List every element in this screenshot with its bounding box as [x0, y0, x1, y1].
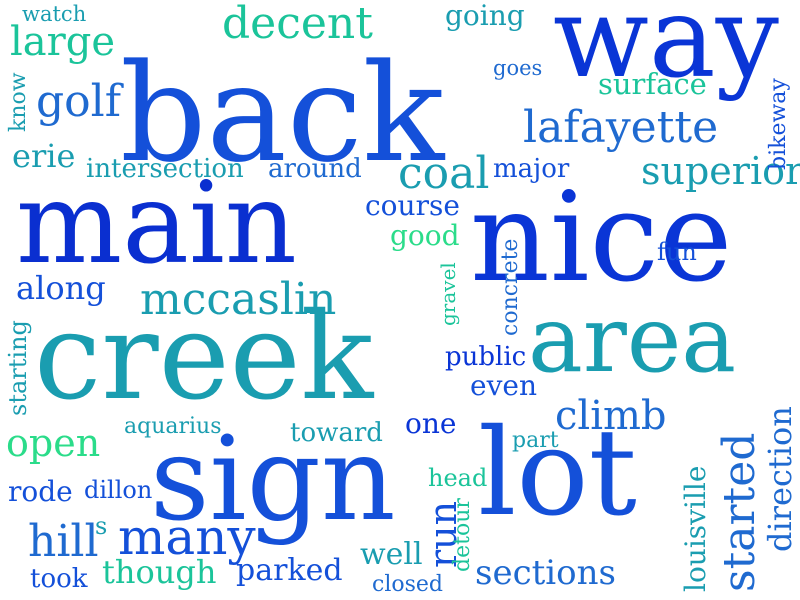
word-many: many — [118, 508, 256, 566]
word-good: good — [390, 219, 460, 252]
word-lafayette: lafayette — [523, 102, 719, 153]
word-toward: toward — [290, 418, 383, 448]
word-louisville: louisville — [679, 465, 712, 592]
word-along: along — [16, 269, 106, 307]
word-direction: direction — [761, 406, 799, 552]
word-surface: surface — [598, 67, 707, 101]
word-going: going — [445, 0, 525, 32]
word-gravel: gravel — [436, 262, 460, 326]
word-closed: closed — [372, 572, 443, 597]
word-parked: parked — [236, 553, 343, 588]
word-mccaslin: mccaslin — [140, 274, 337, 325]
word-took: took — [30, 564, 88, 594]
word-sections: sections — [475, 553, 616, 593]
word-well: well — [360, 537, 423, 572]
word-climb: climb — [555, 393, 667, 439]
word-decent: decent — [222, 0, 373, 49]
word-started: started — [714, 432, 765, 592]
word-concrete: concrete — [498, 238, 523, 336]
word-though: though — [102, 553, 217, 591]
word-bikeway: bikeway — [766, 78, 791, 170]
word-sign: sign — [150, 412, 396, 547]
word-lot: lot — [478, 404, 637, 543]
word-dillon: dillon — [84, 476, 153, 504]
word-golf: golf — [36, 76, 122, 127]
word-watch: watch — [22, 2, 87, 26]
word-detour: detour — [450, 498, 475, 572]
word-erie: erie — [12, 137, 76, 175]
word-superior: superior — [641, 149, 800, 193]
word-way: way — [553, 0, 779, 103]
word-large: large — [10, 19, 116, 65]
word-even: even — [470, 369, 537, 402]
word-area: area — [528, 286, 737, 393]
word-s: s — [95, 512, 108, 540]
word-one: one — [405, 407, 457, 440]
word-public: public — [445, 342, 527, 372]
word-around: around — [268, 154, 362, 184]
word-hill: hill — [28, 516, 99, 567]
word-course: course — [365, 189, 460, 222]
word-creek: creek — [34, 288, 374, 427]
word-head: head — [428, 464, 488, 492]
word-coal: coal — [398, 148, 490, 199]
word-fun: fun — [657, 238, 697, 266]
word-part: part — [512, 428, 559, 453]
word-starting: starting — [4, 320, 32, 416]
word-open: open — [6, 421, 101, 465]
word-know: know — [6, 72, 31, 132]
word-back: back — [120, 35, 445, 192]
word-major: major — [493, 154, 570, 184]
word-nice: nice — [470, 166, 733, 310]
word-main: main — [16, 159, 297, 289]
word-rode: rode — [8, 475, 73, 508]
word-aquarius: aquarius — [124, 414, 222, 439]
word-intersection: intersection — [86, 154, 244, 184]
word-goes: goes — [493, 56, 543, 80]
